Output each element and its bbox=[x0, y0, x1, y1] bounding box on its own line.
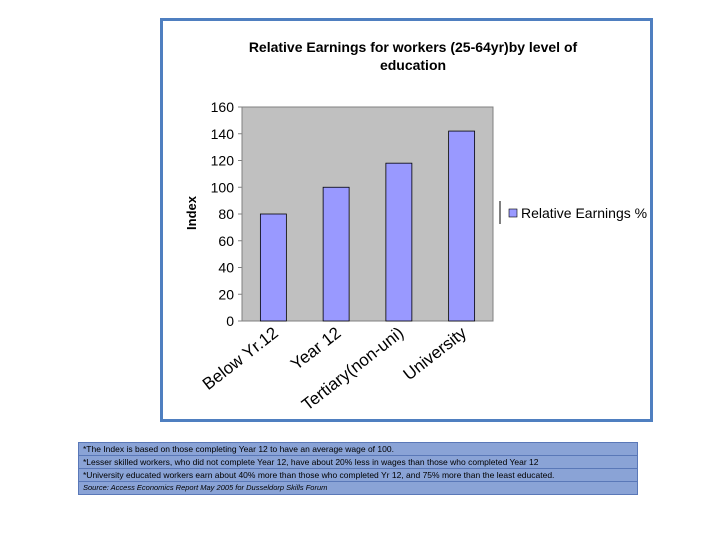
y-tick-label: 20 bbox=[218, 286, 234, 302]
x-axis-labels: Below Yr.12 Year 12Tertiary(non-uni)Unive… bbox=[199, 323, 471, 414]
source-note: Source: Access Economics Report May 2005… bbox=[78, 481, 638, 495]
note-line-2: *Lesser skilled workers, who did not com… bbox=[78, 455, 638, 469]
notes-table: *The Index is based on those completing … bbox=[78, 442, 638, 495]
y-tick-label: 140 bbox=[211, 126, 235, 142]
bar-2 bbox=[385, 162, 413, 322]
y-tick-label: 0 bbox=[226, 313, 234, 329]
bars bbox=[259, 130, 476, 322]
bar-chart: Relative Earnings for workers (25-64yr)b… bbox=[184, 39, 647, 414]
chart-frame: Relative Earnings for workers (25-64yr)b… bbox=[160, 18, 653, 422]
y-tick-label: 120 bbox=[211, 153, 235, 169]
legend-label: Relative Earnings % bbox=[521, 205, 647, 221]
x-category-label: University bbox=[400, 323, 471, 384]
legend-swatch bbox=[508, 208, 518, 218]
y-tick-label: 40 bbox=[218, 260, 234, 276]
y-axis-label: Index bbox=[184, 195, 199, 230]
y-tick-label: 60 bbox=[218, 233, 234, 249]
bar-1 bbox=[322, 186, 350, 322]
y-tick-label: 160 bbox=[211, 99, 235, 115]
chart-title-line-2: education bbox=[380, 57, 446, 73]
note-line-3: *University educated workers earn about … bbox=[78, 468, 638, 482]
y-tick-label: 100 bbox=[211, 179, 235, 195]
legend: Relative Earnings % bbox=[499, 201, 647, 224]
bar-0 bbox=[259, 213, 287, 322]
y-tick-label: 80 bbox=[218, 206, 234, 222]
note-line-1: *The Index is based on those completing … bbox=[78, 442, 638, 456]
bar-3 bbox=[448, 130, 476, 322]
x-category-label: Below Yr.12 bbox=[199, 323, 282, 394]
x-category-label: Year 12 bbox=[287, 323, 344, 374]
chart-title-line-1: Relative Earnings for workers (25-64yr)b… bbox=[249, 39, 578, 55]
y-axis: 0 20 40 60 80 100 120 140 160 bbox=[211, 99, 242, 329]
